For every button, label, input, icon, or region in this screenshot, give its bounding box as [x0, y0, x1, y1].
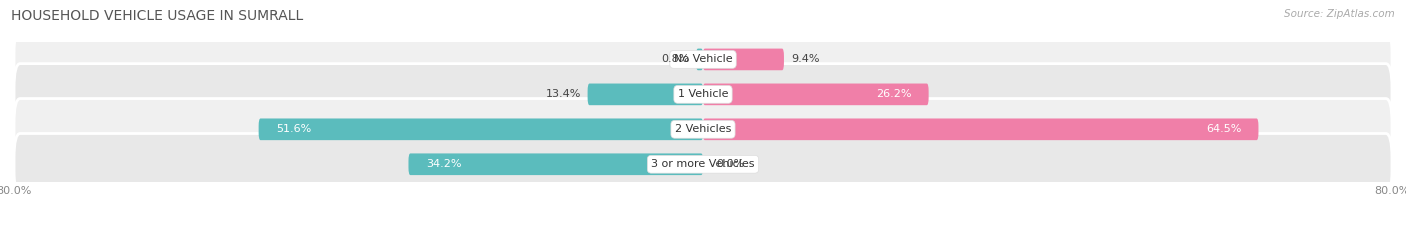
Text: 1 Vehicle: 1 Vehicle: [678, 89, 728, 99]
Text: 51.6%: 51.6%: [276, 124, 311, 134]
FancyBboxPatch shape: [409, 154, 703, 175]
Text: 0.0%: 0.0%: [716, 159, 744, 169]
FancyBboxPatch shape: [14, 64, 1392, 125]
Text: HOUSEHOLD VEHICLE USAGE IN SUMRALL: HOUSEHOLD VEHICLE USAGE IN SUMRALL: [11, 9, 304, 23]
Text: Source: ZipAtlas.com: Source: ZipAtlas.com: [1284, 9, 1395, 19]
FancyBboxPatch shape: [588, 84, 703, 105]
FancyBboxPatch shape: [703, 118, 1258, 140]
Text: 64.5%: 64.5%: [1206, 124, 1241, 134]
FancyBboxPatch shape: [14, 134, 1392, 195]
Text: 34.2%: 34.2%: [426, 159, 461, 169]
FancyBboxPatch shape: [259, 118, 703, 140]
FancyBboxPatch shape: [14, 99, 1392, 160]
Text: 2 Vehicles: 2 Vehicles: [675, 124, 731, 134]
FancyBboxPatch shape: [696, 49, 703, 70]
Text: No Vehicle: No Vehicle: [673, 55, 733, 64]
Text: 26.2%: 26.2%: [876, 89, 911, 99]
FancyBboxPatch shape: [703, 49, 785, 70]
Text: 0.8%: 0.8%: [661, 55, 689, 64]
Text: 9.4%: 9.4%: [790, 55, 820, 64]
Text: 3 or more Vehicles: 3 or more Vehicles: [651, 159, 755, 169]
FancyBboxPatch shape: [14, 29, 1392, 90]
FancyBboxPatch shape: [703, 84, 928, 105]
Text: 13.4%: 13.4%: [546, 89, 581, 99]
